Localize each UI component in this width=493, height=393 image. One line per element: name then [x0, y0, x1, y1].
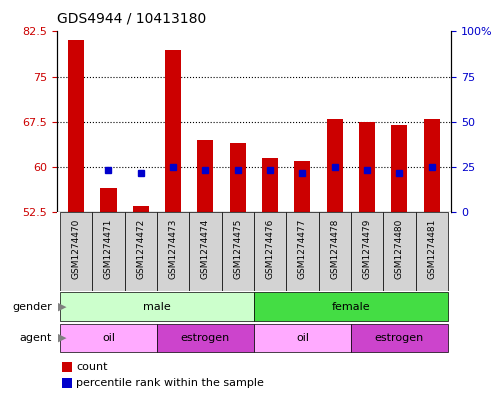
Text: agent: agent	[19, 333, 52, 343]
Text: male: male	[143, 301, 171, 312]
Bar	[60, 324, 157, 352]
Text: GDS4944 / 10413180: GDS4944 / 10413180	[57, 11, 206, 26]
Bar	[125, 212, 157, 291]
Text: gender: gender	[12, 301, 52, 312]
Text: GSM1274472: GSM1274472	[136, 219, 145, 279]
Bar	[254, 212, 286, 291]
Bar	[165, 50, 181, 212]
Text: estrogen: estrogen	[181, 333, 230, 343]
Text: GSM1274476: GSM1274476	[266, 219, 275, 279]
Bar	[262, 158, 278, 212]
Text: GSM1274478: GSM1274478	[330, 219, 339, 279]
Bar	[416, 212, 448, 291]
Text: ▶: ▶	[58, 333, 66, 343]
Text: percentile rank within the sample: percentile rank within the sample	[76, 378, 264, 388]
Text: oil: oil	[102, 333, 115, 343]
Bar	[327, 119, 343, 212]
Bar	[351, 212, 383, 291]
Bar	[318, 212, 351, 291]
Text: GSM1274477: GSM1274477	[298, 219, 307, 279]
Bar	[383, 212, 416, 291]
Bar	[351, 324, 448, 352]
Bar	[230, 143, 246, 212]
Bar	[423, 119, 440, 212]
Bar	[221, 212, 254, 291]
Bar	[60, 292, 254, 321]
Text: GSM1274480: GSM1274480	[395, 219, 404, 279]
Bar	[92, 212, 125, 291]
Bar	[254, 324, 351, 352]
Text: GSM1274473: GSM1274473	[169, 219, 177, 279]
Bar	[60, 212, 92, 291]
Text: oil: oil	[296, 333, 309, 343]
Bar	[254, 292, 448, 321]
Text: estrogen: estrogen	[375, 333, 424, 343]
Bar	[101, 188, 116, 212]
Bar	[294, 161, 311, 212]
Bar	[359, 122, 375, 212]
Bar	[133, 206, 149, 212]
Bar	[391, 125, 407, 212]
Bar	[286, 212, 318, 291]
Text: GSM1274479: GSM1274479	[362, 219, 372, 279]
Text: ▶: ▶	[58, 301, 66, 312]
Text: GSM1274471: GSM1274471	[104, 219, 113, 279]
Bar	[157, 212, 189, 291]
Bar	[157, 324, 254, 352]
Text: GSM1274475: GSM1274475	[233, 219, 242, 279]
Text: GSM1274481: GSM1274481	[427, 219, 436, 279]
Text: count: count	[76, 362, 108, 373]
Text: GSM1274470: GSM1274470	[71, 219, 80, 279]
Bar	[197, 140, 213, 212]
Bar	[68, 40, 84, 212]
Text: GSM1274474: GSM1274474	[201, 219, 210, 279]
Text: female: female	[332, 301, 370, 312]
Bar	[189, 212, 221, 291]
